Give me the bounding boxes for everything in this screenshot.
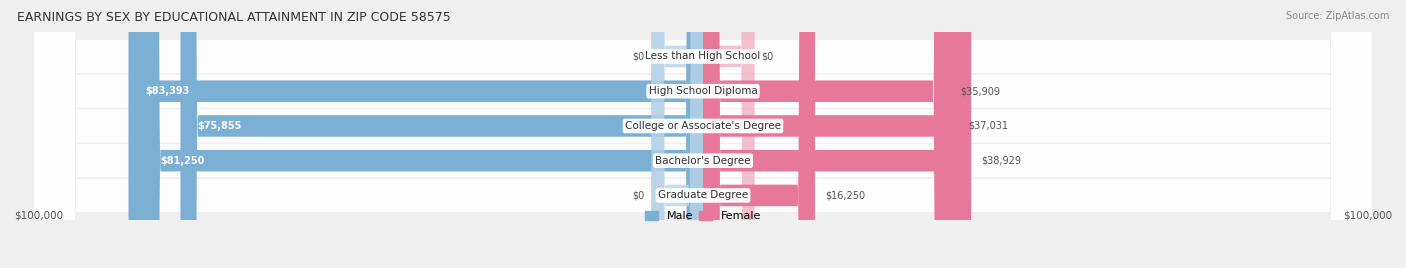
FancyBboxPatch shape: [35, 0, 1371, 268]
FancyBboxPatch shape: [128, 0, 703, 268]
FancyBboxPatch shape: [703, 0, 950, 268]
Text: $16,250: $16,250: [825, 191, 866, 200]
FancyBboxPatch shape: [703, 0, 815, 268]
FancyBboxPatch shape: [651, 0, 703, 268]
Text: $100,000: $100,000: [14, 210, 63, 220]
Text: $81,250: $81,250: [160, 156, 205, 166]
Text: College or Associate's Degree: College or Associate's Degree: [626, 121, 780, 131]
Text: Less than High School: Less than High School: [645, 51, 761, 61]
Text: Source: ZipAtlas.com: Source: ZipAtlas.com: [1285, 11, 1389, 21]
FancyBboxPatch shape: [35, 0, 1371, 268]
Text: $35,909: $35,909: [960, 86, 1001, 96]
FancyBboxPatch shape: [35, 0, 1371, 268]
FancyBboxPatch shape: [180, 0, 703, 268]
FancyBboxPatch shape: [35, 0, 1371, 268]
FancyBboxPatch shape: [703, 0, 957, 268]
Text: Bachelor's Degree: Bachelor's Degree: [655, 156, 751, 166]
Text: EARNINGS BY SEX BY EDUCATIONAL ATTAINMENT IN ZIP CODE 58575: EARNINGS BY SEX BY EDUCATIONAL ATTAINMEN…: [17, 11, 450, 24]
Text: Graduate Degree: Graduate Degree: [658, 191, 748, 200]
Legend: Male, Female: Male, Female: [640, 206, 766, 225]
Text: $83,393: $83,393: [146, 86, 190, 96]
FancyBboxPatch shape: [651, 0, 703, 268]
Text: $75,855: $75,855: [198, 121, 242, 131]
Text: $0: $0: [633, 191, 644, 200]
Text: $38,929: $38,929: [981, 156, 1022, 166]
Text: $100,000: $100,000: [1343, 210, 1392, 220]
Text: High School Diploma: High School Diploma: [648, 86, 758, 96]
Text: $37,031: $37,031: [969, 121, 1008, 131]
Text: $0: $0: [633, 51, 644, 61]
FancyBboxPatch shape: [703, 0, 755, 268]
Text: $0: $0: [762, 51, 773, 61]
FancyBboxPatch shape: [703, 0, 972, 268]
FancyBboxPatch shape: [35, 0, 1371, 268]
FancyBboxPatch shape: [143, 0, 703, 268]
